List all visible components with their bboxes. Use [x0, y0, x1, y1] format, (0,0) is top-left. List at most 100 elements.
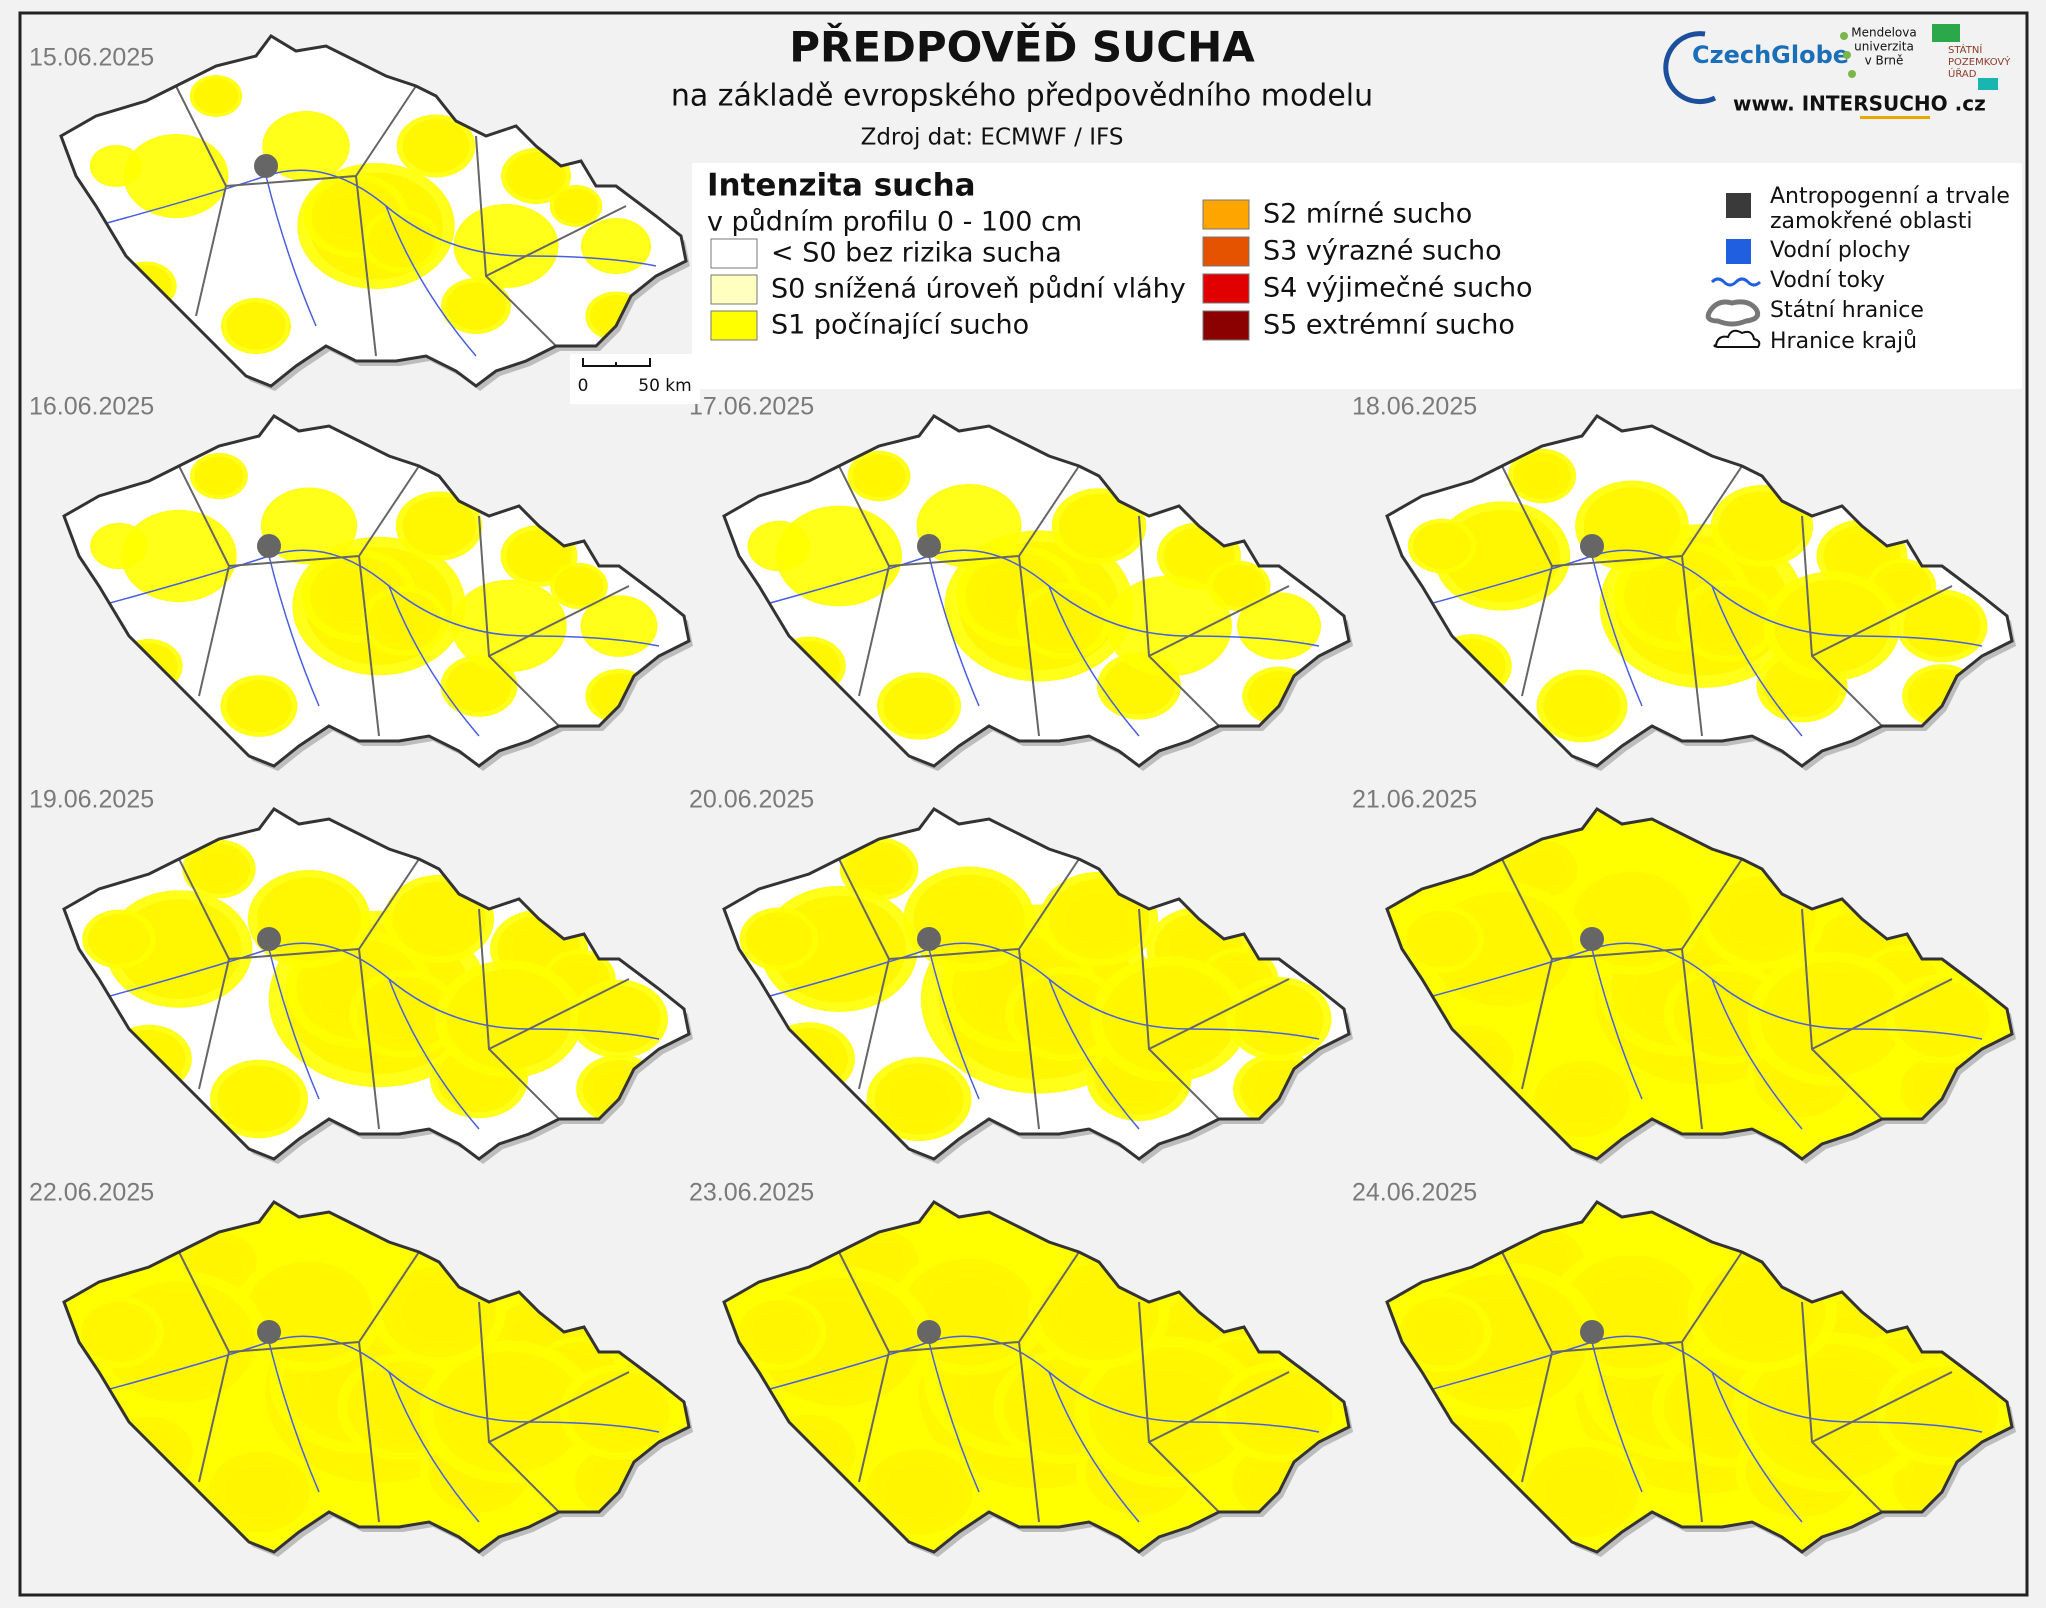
- spu-logo-mark: [1932, 24, 1960, 42]
- scale-bar: [582, 358, 651, 367]
- river: [268, 1341, 480, 1523]
- legend-items: < S0 bez rizika sucha S0 snížená úroveň p…: [710, 199, 1533, 341]
- drought-patch: [1237, 592, 1321, 660]
- region-border: [838, 858, 1290, 1130]
- region-border: [178, 465, 630, 737]
- drought-patch: [580, 595, 658, 657]
- legend-label: S1 počínající sucho: [771, 310, 1029, 341]
- drought-patch: [453, 204, 559, 288]
- urban-area: [917, 1320, 941, 1344]
- drought-patch: [570, 979, 668, 1059]
- drought-patch: [396, 114, 476, 178]
- map-date: 22.06.2025: [29, 1179, 154, 1207]
- river-symbol: [1710, 277, 1762, 287]
- drought-patch: [1226, 977, 1332, 1061]
- subtitle: na základě evropského předpovědního mode…: [671, 79, 1373, 114]
- drought-patch: [1407, 518, 1477, 574]
- drought-patch: [581, 218, 651, 274]
- logo-dot: [1848, 70, 1856, 78]
- drought-patch: [1875, 1358, 2009, 1466]
- legend-panel: [692, 163, 2022, 389]
- river: [1421, 549, 1983, 647]
- logo-dot: [1840, 32, 1848, 40]
- map-date: 16.06.2025: [29, 393, 154, 421]
- drought-patch: [260, 487, 358, 565]
- map-date: 23.06.2025: [689, 1179, 814, 1207]
- drought-patch: [501, 148, 571, 204]
- drought-patch: [74, 1296, 164, 1368]
- map-date: 24.06.2025: [1352, 1179, 1477, 1207]
- drought-patch: [1748, 951, 1916, 1087]
- map-date: 21.06.2025: [1352, 786, 1477, 814]
- region-border: [178, 1251, 630, 1523]
- logo-spu: ÚŘAD: [1948, 67, 1977, 80]
- legend-other: Vodní toky: [1770, 268, 1885, 293]
- drought-patch: [877, 672, 961, 740]
- river: [1591, 555, 1803, 737]
- region-border: [838, 465, 1290, 737]
- drought-patch: [1090, 956, 1248, 1082]
- drought-patch: [262, 111, 350, 181]
- legend-other: Hranice krajů: [1770, 329, 1917, 354]
- spu-logo-mark: [1978, 78, 1998, 90]
- logo-mendel: v Brně: [1865, 54, 1904, 68]
- anthropogenic-swatch: [1726, 193, 1751, 218]
- water-swatch: [1726, 239, 1751, 264]
- urban-area: [1580, 534, 1604, 558]
- urban-area: [257, 534, 281, 558]
- website: www. INTERSUCHO .cz: [1733, 92, 1986, 116]
- drought-patch: [1710, 485, 1814, 567]
- scale-label: 50 km: [638, 376, 691, 396]
- river: [268, 948, 480, 1130]
- drought-patch: [559, 1364, 679, 1460]
- river: [98, 1335, 660, 1433]
- river: [1421, 942, 1983, 1040]
- drought-patch: [190, 452, 248, 500]
- urban-area: [1580, 927, 1604, 951]
- region-border: [178, 858, 630, 1130]
- drought-patch: [441, 278, 511, 334]
- drought-patch: [182, 839, 256, 899]
- drought-patch: [1763, 571, 1901, 681]
- drought-patch: [866, 1057, 972, 1141]
- river: [1421, 1335, 1983, 1433]
- drought-patch: [221, 298, 291, 354]
- region-border: [1501, 858, 1953, 1130]
- drought-patch: [1392, 1292, 1492, 1372]
- drought-patch: [419, 1340, 599, 1484]
- scale-panel: [570, 354, 700, 404]
- legend-swatch: [1202, 310, 1250, 341]
- urban-area: [1580, 1320, 1604, 1344]
- drought-patch: [747, 520, 811, 572]
- map-fill: [724, 1202, 1349, 1552]
- drought-patch: [1106, 575, 1232, 677]
- river: [98, 942, 660, 1040]
- urban-area: [257, 927, 281, 951]
- map-date: 19.06.2025: [29, 786, 154, 814]
- river: [758, 942, 1320, 1040]
- drought-patch: [82, 909, 156, 969]
- logo-spu: POZEMKOVÝ: [1948, 55, 2011, 68]
- legend-label: S0 snížená úroveň půdní vláhy: [771, 274, 1186, 305]
- river: [1591, 1341, 1803, 1523]
- website-underline: [1860, 116, 1930, 119]
- map-date: 20.06.2025: [689, 786, 814, 814]
- drought-patch: [1896, 589, 1988, 663]
- logo-spu: STÁTNÍ: [1948, 43, 1982, 56]
- drought-patch: [1732, 1332, 1932, 1492]
- urban-area: [254, 154, 278, 178]
- region-border: [175, 85, 627, 357]
- river: [928, 948, 1140, 1130]
- urban-area: [257, 1320, 281, 1344]
- drought-patch: [839, 837, 919, 901]
- legend-label: S5 extrémní sucho: [1263, 310, 1515, 341]
- drought-patch: [199, 1444, 319, 1540]
- drought-patch: [451, 579, 567, 673]
- urban-area: [917, 534, 941, 558]
- region-symbol: [1713, 329, 1761, 348]
- logo-mendel: univerzita: [1854, 40, 1914, 54]
- drought-patch: [549, 185, 603, 227]
- drought-patch: [435, 960, 583, 1078]
- legend-swatch: [1202, 236, 1250, 267]
